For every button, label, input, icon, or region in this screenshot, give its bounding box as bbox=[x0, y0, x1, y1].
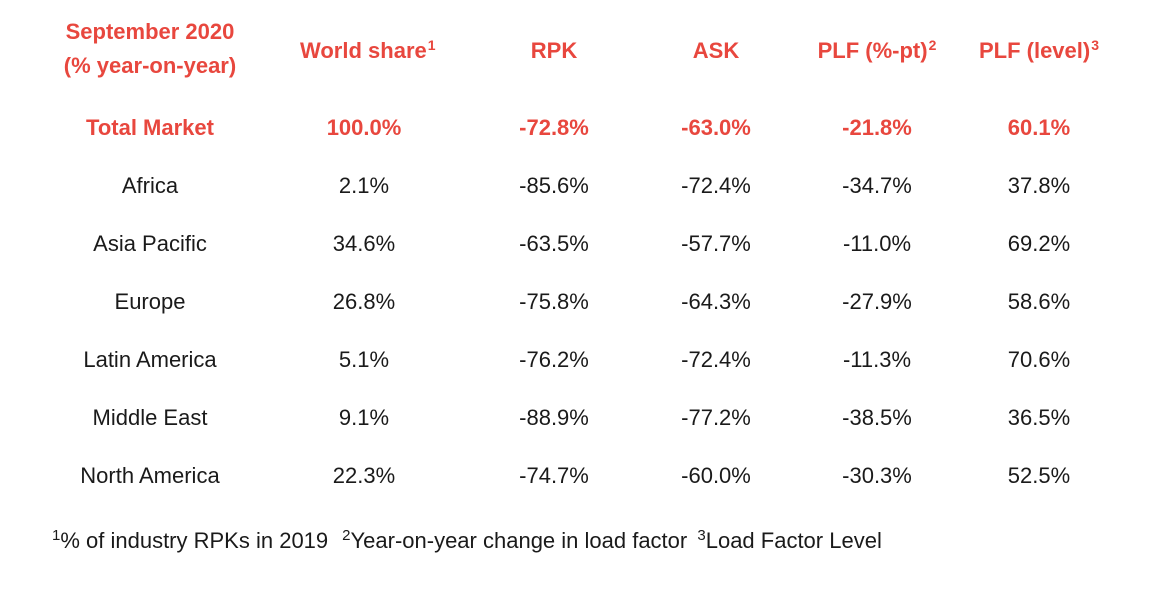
col-header-world-share-label: World share bbox=[300, 38, 427, 63]
table-footnotes: 1% of industry RPKs in 2019 2Year-on-year… bbox=[52, 524, 882, 558]
row-rpk: -74.7% bbox=[519, 463, 589, 488]
row-world-share: 34.6% bbox=[332, 231, 396, 256]
row-plf-level: 69.2% bbox=[1007, 231, 1071, 256]
col-header-plf-level: PLF (level)3 bbox=[975, 34, 1103, 68]
row-plf-pt: -27.9% bbox=[842, 289, 912, 314]
row-ask: -63.0% bbox=[681, 115, 751, 140]
row-plf-level: 36.5% bbox=[1007, 405, 1071, 430]
row-world-share: 26.8% bbox=[332, 289, 396, 314]
col-header-rpk: RPK bbox=[530, 38, 578, 63]
row-plf-level: 58.6% bbox=[1007, 289, 1071, 314]
row-world-share: 9.1% bbox=[338, 405, 390, 430]
period-label: September 2020 bbox=[65, 19, 235, 44]
row-world-share: 5.1% bbox=[338, 347, 390, 372]
row-plf-level: 60.1% bbox=[1007, 115, 1071, 140]
row-region: Middle East bbox=[92, 405, 208, 430]
footnote-marker-1: 1 bbox=[427, 37, 436, 53]
row-world-share: 22.3% bbox=[332, 463, 396, 488]
footnote-1-marker: 1 bbox=[52, 527, 61, 544]
row-region: Asia Pacific bbox=[93, 231, 207, 256]
row-ask: -72.4% bbox=[681, 173, 751, 198]
footnote-1-text: % of industry RPKs in 2019 bbox=[60, 528, 329, 553]
row-rpk: -88.9% bbox=[519, 405, 589, 430]
row-plf-pt: -11.0% bbox=[842, 231, 912, 256]
row-region: North America bbox=[80, 463, 220, 488]
row-plf-pt: -34.7% bbox=[842, 173, 912, 198]
row-plf-level: 37.8% bbox=[1007, 173, 1071, 198]
row-rpk: -72.8% bbox=[519, 115, 589, 140]
table-period-header: September 2020 (% year-on-year) bbox=[40, 15, 260, 83]
col-header-world-share: World share1 bbox=[300, 34, 436, 68]
col-header-plf-pt-label: PLF (%-pt) bbox=[817, 38, 928, 63]
table-row-middle-east: Middle East 9.1% -88.9% -77.2% -38.5% 36… bbox=[0, 398, 1156, 438]
row-plf-pt: -21.8% bbox=[842, 115, 912, 140]
row-ask: -72.4% bbox=[681, 347, 751, 372]
footnote-3-marker: 3 bbox=[697, 527, 706, 544]
table-row-asia-pacific: Asia Pacific 34.6% -63.5% -57.7% -11.0% … bbox=[0, 224, 1156, 264]
row-rpk: -75.8% bbox=[519, 289, 589, 314]
row-ask: -57.7% bbox=[681, 231, 751, 256]
table-row-europe: Europe 26.8% -75.8% -64.3% -27.9% 58.6% bbox=[0, 282, 1156, 322]
table-row-latin-america: Latin America 5.1% -76.2% -72.4% -11.3% … bbox=[0, 340, 1156, 380]
row-rpk: -63.5% bbox=[519, 231, 589, 256]
col-header-plf-pt: PLF (%-pt)2 bbox=[813, 34, 941, 68]
row-plf-level: 70.6% bbox=[1007, 347, 1071, 372]
row-ask: -64.3% bbox=[681, 289, 751, 314]
row-region: Africa bbox=[121, 173, 179, 198]
period-sublabel: (% year-on-year) bbox=[63, 53, 237, 78]
row-region: Total Market bbox=[86, 115, 214, 140]
row-world-share: 100.0% bbox=[326, 115, 402, 140]
footnote-marker-3: 3 bbox=[1091, 37, 1100, 53]
row-plf-pt: -30.3% bbox=[842, 463, 912, 488]
table-row-total-market: Total Market 100.0% -72.8% -63.0% -21.8%… bbox=[0, 108, 1156, 148]
row-ask: -77.2% bbox=[681, 405, 751, 430]
row-rpk: -76.2% bbox=[519, 347, 589, 372]
table-row-north-america: North America 22.3% -74.7% -60.0% -30.3%… bbox=[0, 456, 1156, 496]
row-region: Europe bbox=[114, 289, 186, 314]
footnote-3-text: Load Factor Level bbox=[705, 528, 882, 553]
row-rpk: -85.6% bbox=[519, 173, 589, 198]
footnote-2-marker: 2 bbox=[342, 527, 351, 544]
row-ask: -60.0% bbox=[681, 463, 751, 488]
col-header-ask: ASK bbox=[692, 38, 740, 63]
row-region: Latin America bbox=[83, 347, 217, 372]
row-world-share: 2.1% bbox=[338, 173, 390, 198]
table-row-africa: Africa 2.1% -85.6% -72.4% -34.7% 37.8% bbox=[0, 166, 1156, 206]
col-header-plf-level-label: PLF (level) bbox=[978, 38, 1091, 63]
row-plf-level: 52.5% bbox=[1007, 463, 1071, 488]
footnote-marker-2: 2 bbox=[928, 37, 937, 53]
row-plf-pt: -38.5% bbox=[842, 405, 912, 430]
footnote-2-text: Year-on-year change in load factor bbox=[350, 528, 688, 553]
row-plf-pt: -11.3% bbox=[842, 347, 912, 372]
